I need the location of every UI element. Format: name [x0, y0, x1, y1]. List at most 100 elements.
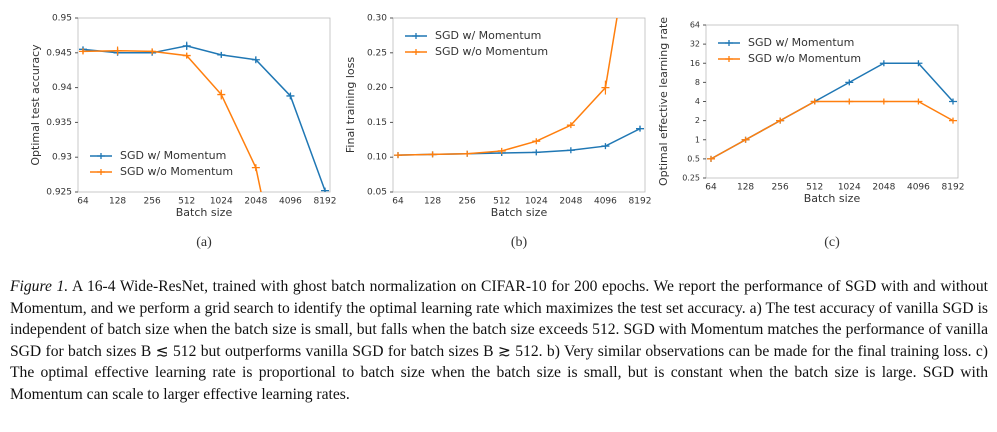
- legend-label: SGD w/ Momentum: [748, 36, 854, 49]
- legend-label: SGD w/o Momentum: [435, 45, 548, 58]
- x-tick-label: 4096: [279, 197, 302, 207]
- x-tick-label: 512: [806, 183, 823, 193]
- point: [182, 52, 191, 59]
- point: [463, 150, 472, 157]
- legend-marker: [412, 49, 420, 55]
- y-axis-label: Final training loss: [344, 57, 357, 153]
- legend-marker: [97, 169, 105, 175]
- panel-label: (a): [196, 235, 212, 250]
- legend-marker: [725, 56, 733, 62]
- legend-marker: [97, 153, 105, 159]
- point: [394, 152, 402, 159]
- point: [532, 149, 541, 156]
- x-axis-label: Batch size: [804, 192, 861, 205]
- y-tick-label: 0.05: [367, 188, 387, 198]
- point: [428, 151, 437, 158]
- plot-frame: [392, 17, 646, 193]
- point: [497, 147, 506, 154]
- y-tick-label: 0.30: [367, 14, 387, 24]
- x-tick-label: 128: [109, 197, 126, 207]
- point: [251, 164, 260, 171]
- point: [79, 48, 87, 55]
- point: [914, 98, 923, 105]
- x-tick-label: 4096: [594, 197, 617, 207]
- y-tick-label: 8: [695, 78, 700, 87]
- point: [879, 98, 888, 105]
- point: [601, 143, 610, 150]
- point: [148, 48, 157, 55]
- x-tick-label: 64: [705, 183, 717, 193]
- legend-label: SGD w/ Momentum: [435, 29, 541, 42]
- panel-label: (c): [824, 235, 840, 250]
- point: [217, 51, 226, 58]
- point: [776, 117, 785, 124]
- y-tick-label: 0.93: [52, 153, 72, 163]
- y-tick-label: 16: [690, 59, 700, 68]
- x-axis-label: Batch size: [176, 206, 233, 219]
- y-tick-label: 4: [695, 97, 700, 106]
- x-tick-label: 256: [144, 197, 161, 207]
- x-tick-label: 1024: [525, 197, 548, 207]
- x-axis-label: Batch size: [491, 206, 548, 219]
- x-tick-label: 2048: [559, 197, 582, 207]
- y-tick-label: 0.20: [367, 83, 387, 93]
- x-tick-label: 256: [459, 197, 476, 207]
- plot-frame: [77, 17, 331, 193]
- point: [217, 91, 226, 98]
- series-line: [397, 127, 641, 156]
- caption-label: Figure 1.: [10, 278, 69, 295]
- point: [845, 79, 854, 86]
- y-tick-label: 0.25: [367, 48, 387, 58]
- caption-text: A 16-4 Wide-ResNet, trained with ghost b…: [10, 278, 988, 403]
- point: [741, 136, 750, 143]
- legend-marker: [412, 33, 420, 39]
- series-group: [79, 41, 329, 192]
- legend-label: SGD w/ Momentum: [120, 149, 226, 162]
- legend-label: SGD w/o Momentum: [120, 165, 233, 178]
- y-axis-label: Optimal effective learning rate: [657, 17, 670, 186]
- x-tick-label: 1024: [838, 183, 861, 193]
- x-tick-label: 8192: [629, 197, 652, 207]
- x-tick-label: 1024: [210, 197, 233, 207]
- y-tick-label: 0.935: [46, 118, 72, 128]
- series-group: [707, 60, 957, 162]
- x-tick-label: 128: [737, 183, 754, 193]
- x-tick-label: 2048: [244, 197, 267, 207]
- point: [914, 60, 923, 67]
- point: [707, 155, 715, 162]
- y-tick-label: 0.925: [46, 188, 72, 198]
- y-tick-label: 32: [690, 40, 700, 49]
- legend-marker: [725, 40, 733, 46]
- point: [566, 122, 575, 129]
- y-tick-label: 64: [690, 21, 700, 30]
- x-tick-label: 512: [493, 197, 510, 207]
- point: [949, 117, 957, 124]
- x-tick-label: 128: [424, 197, 441, 207]
- x-tick-label: 8192: [314, 197, 337, 207]
- y-axis-label: Optimal test accuracy: [29, 44, 42, 166]
- x-tick-label: 256: [772, 183, 789, 193]
- panel-label: (b): [511, 235, 528, 250]
- point: [879, 60, 888, 67]
- x-tick-label: 2048: [872, 183, 895, 193]
- point: [810, 98, 819, 105]
- point: [321, 187, 329, 192]
- point: [949, 98, 957, 105]
- series-line: [397, 18, 618, 156]
- x-tick-label: 64: [77, 197, 89, 207]
- x-tick-label: 64: [392, 197, 404, 207]
- y-tick-label: 2: [695, 116, 700, 125]
- y-tick-label: 0.5: [687, 154, 700, 163]
- y-tick-label: 0.95: [52, 14, 72, 24]
- series-line: [710, 100, 954, 160]
- point: [532, 138, 541, 145]
- series-line: [710, 62, 954, 160]
- point: [636, 125, 644, 132]
- point: [286, 92, 295, 99]
- y-tick-label: 0.945: [46, 48, 72, 58]
- point: [251, 56, 260, 63]
- x-tick-label: 512: [178, 197, 195, 207]
- series-group: [394, 18, 644, 159]
